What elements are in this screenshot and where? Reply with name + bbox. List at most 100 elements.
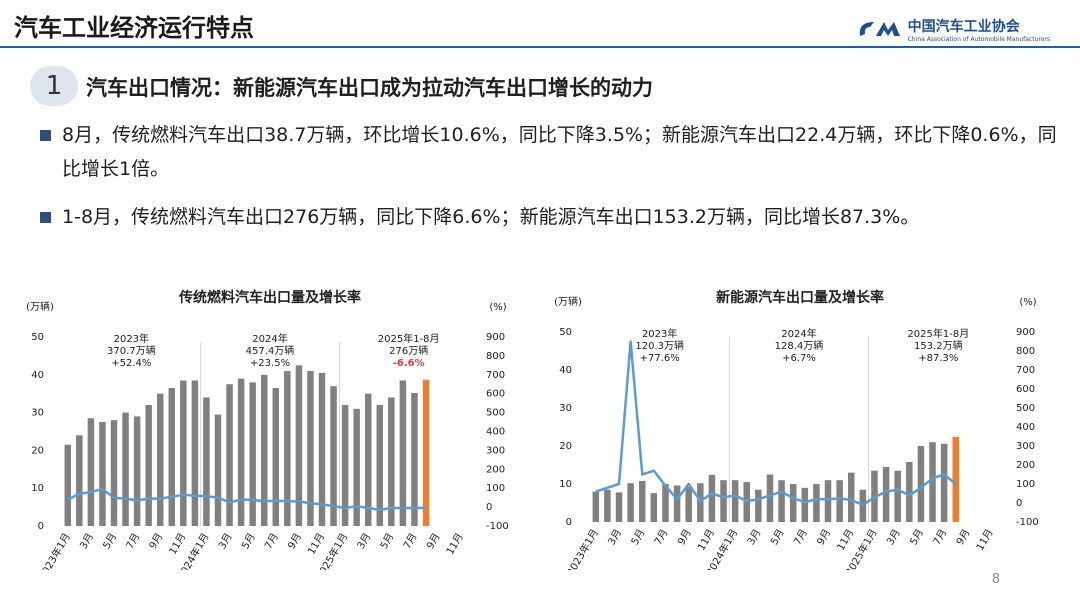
bar <box>708 474 716 522</box>
bar <box>191 380 199 526</box>
bar <box>697 483 704 522</box>
bar <box>824 480 832 522</box>
bar <box>399 380 407 526</box>
y-tick-label: 10 <box>559 479 572 490</box>
bar <box>720 480 727 522</box>
bar <box>145 405 152 526</box>
x-tick-label: 5月 <box>378 531 397 551</box>
x-tick-label: 3月 <box>745 527 764 547</box>
bar <box>295 365 303 526</box>
y-tick-label: 40 <box>559 365 572 376</box>
annotation: -6.6% <box>393 358 425 369</box>
chart-title: 传统燃料汽车出口量及增长率 <box>178 289 361 306</box>
y2-tick-label: 200 <box>486 464 505 475</box>
annotation: 2023年 <box>642 327 677 340</box>
bar <box>353 408 360 526</box>
y2-tick-label: 100 <box>486 483 505 494</box>
x-tick-label: 7月 <box>652 527 671 547</box>
bar <box>203 397 210 526</box>
x-tick-label: 3月 <box>355 531 374 551</box>
bar <box>685 487 692 522</box>
x-tick-label: 2023年1月 <box>36 531 73 571</box>
x-tick-label: 11月 <box>835 527 857 553</box>
y2-tick-label: 600 <box>1016 384 1035 395</box>
bar <box>813 484 820 522</box>
y-tick-label: 30 <box>559 403 572 414</box>
annotation: 457.4万辆 <box>246 344 295 357</box>
y2-tick-label: 300 <box>1016 441 1035 452</box>
bar <box>801 487 809 522</box>
x-tick-label: 3月 <box>884 527 903 547</box>
x-tick-label: 7月 <box>401 531 420 551</box>
y2-tick-label: 700 <box>486 370 505 381</box>
annotation: +23.5% <box>250 358 290 369</box>
x-tick-label: 7月 <box>791 527 810 547</box>
bar <box>122 412 129 526</box>
bar <box>940 443 948 522</box>
bar <box>64 444 72 526</box>
section-heading: 汽车出口情况：新能源汽车出口成为拉动汽车出口增长的动力 <box>86 76 653 100</box>
section-number: 1 <box>30 66 78 106</box>
y-tick-label: 30 <box>31 408 44 419</box>
y2-tick-label: 200 <box>1016 460 1035 471</box>
x-tick-label: 11月 <box>305 531 327 557</box>
y-tick-label: 50 <box>31 332 44 343</box>
x-tick-label: 11月 <box>974 527 996 553</box>
bar <box>156 393 164 526</box>
y2-axis-label: (%) <box>489 302 506 313</box>
bar <box>249 382 256 526</box>
y2-tick-label: -100 <box>486 521 509 532</box>
bar <box>376 405 384 526</box>
logo-mark <box>859 22 900 36</box>
x-tick-label: 3月 <box>606 527 625 547</box>
y2-tick-label: 100 <box>1016 479 1035 490</box>
y2-tick-label: 400 <box>486 427 505 438</box>
x-tick-label: 9月 <box>147 531 166 551</box>
bar <box>882 466 890 522</box>
charts: 传统燃料汽车出口量及增长率(万辆) (%)01020304050-10001002… <box>26 289 1039 571</box>
annotation: +77.6% <box>640 353 680 364</box>
line <box>595 340 957 507</box>
y2-tick-label: 500 <box>1016 403 1035 414</box>
bullet: 8月，传统燃料汽车出口38.7万辆，环比增长10.6%，同比下降3.5%；新能源… <box>40 118 1070 186</box>
bar <box>76 435 83 526</box>
bar <box>110 420 118 526</box>
x-tick-label: 11月 <box>695 527 717 553</box>
y2-tick-label: 700 <box>1016 365 1035 376</box>
bar <box>731 480 739 522</box>
y-tick-label: 20 <box>559 441 572 452</box>
y2-tick-label: 800 <box>486 351 505 362</box>
bar <box>237 378 245 526</box>
x-tick-label: 5月 <box>239 531 258 551</box>
y2-tick-label: 300 <box>486 445 505 456</box>
bar <box>615 492 623 522</box>
x-tick-label: 5月 <box>768 527 787 547</box>
bar <box>364 393 372 526</box>
page-number: 8 <box>991 572 1000 587</box>
bar <box>638 480 646 522</box>
x-tick-label: 7月 <box>124 531 143 551</box>
bar <box>180 380 187 526</box>
annotation: 2023年 <box>114 332 149 345</box>
bar <box>341 405 349 526</box>
bar <box>836 480 843 522</box>
annotation: 2024年 <box>781 327 816 340</box>
bar <box>272 388 280 526</box>
annotation: +52.4% <box>111 358 151 369</box>
annotation: +87.3% <box>918 353 958 364</box>
y2-tick-label: 0 <box>1016 498 1022 509</box>
x-tick-label: 7月 <box>931 527 950 547</box>
bar <box>330 386 337 526</box>
bar <box>99 422 106 526</box>
bar <box>766 474 774 522</box>
x-tick-label: 9月 <box>424 531 443 551</box>
y2-axis-label: (%) <box>1019 297 1036 308</box>
y-tick-label: 10 <box>31 483 44 494</box>
y-tick-label: 50 <box>559 327 572 338</box>
x-tick-label: 5月 <box>629 527 648 547</box>
bar <box>789 484 797 522</box>
bar <box>318 372 326 526</box>
x-tick-label: 5月 <box>908 527 927 547</box>
slide-title: 汽车工业经济运行特点 <box>14 14 254 42</box>
bar <box>226 384 233 526</box>
